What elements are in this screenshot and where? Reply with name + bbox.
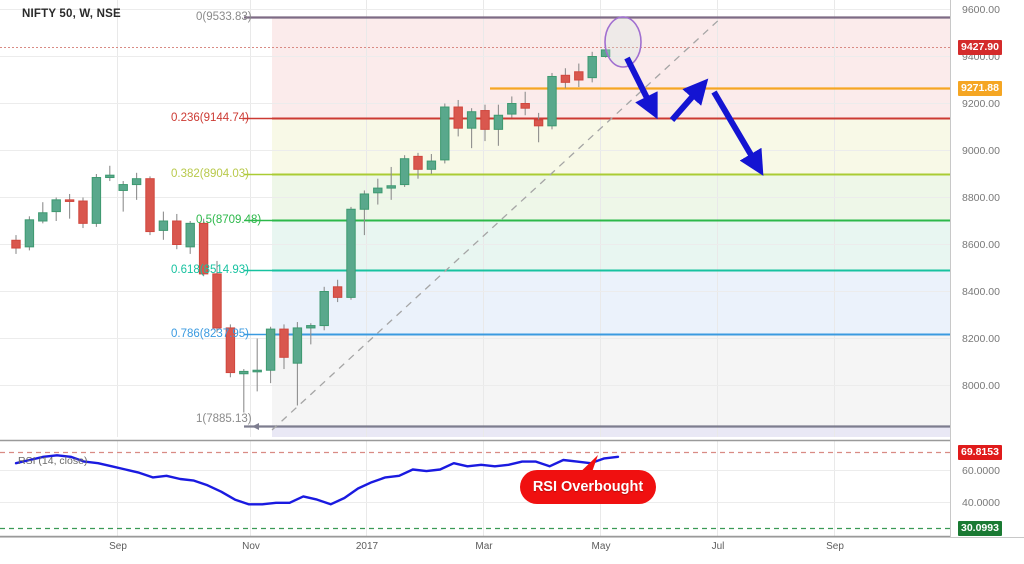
candle-body[interactable] [145,178,155,233]
date-tick-jul: Jul [711,541,725,552]
fib-label-0[interactable]: 0(9533.83) [196,11,252,23]
rsi-value-tag[interactable]: 69.8153 [958,445,1002,460]
fib-zone-below-1 [272,426,950,437]
candle-body[interactable] [560,74,571,83]
uptrend-line [271,16,723,431]
candle-body[interactable] [493,114,504,130]
candle-body[interactable] [78,200,88,224]
candle-body[interactable] [386,185,396,189]
candle-body[interactable] [587,56,597,79]
candle-body[interactable] [373,187,383,194]
symbol-title: NIFTY 50, W, NSE [22,8,121,20]
candle-body[interactable] [533,119,544,127]
rsi-line [14,454,620,506]
candle-body[interactable] [332,286,343,298]
price-tick-8600: 8600.00 [962,239,1000,251]
fib-label-1[interactable]: 1(7885.13) [196,413,252,425]
candle-body[interactable] [265,328,276,371]
candle-body[interactable] [399,158,410,186]
candle-body[interactable] [172,220,182,245]
candle-body[interactable] [292,327,303,364]
date-tick-sep-1: Sep [109,541,127,552]
candle-body[interactable] [547,75,557,127]
candle-body[interactable] [346,208,356,298]
candle-body[interactable] [64,199,75,202]
date-tick-nov: Nov [242,541,260,552]
fib-zone-236-382 [272,118,950,174]
arrow-down-2 [711,90,764,176]
fib-zone-786-1 [272,334,950,426]
candlestick-series[interactable] [11,44,611,413]
price-tick-9200: 9200.00 [962,98,1000,110]
price-tick-8800: 8800.00 [962,192,1000,204]
fib-label-236[interactable]: 0.236(9144.74) [171,112,250,124]
rsi-lower-band-tag[interactable]: 30.0993 [958,521,1002,536]
date-tick-sep-2: Sep [826,541,844,552]
resistance-price-tag[interactable]: 9271.88 [958,81,1002,96]
projection-arrows [624,56,764,176]
rsi-pane-bg [0,440,950,537]
fib-label-786[interactable]: 0.786(8237.95) [171,328,250,340]
candle-body[interactable] [440,106,450,161]
candle-body[interactable] [413,155,423,170]
candle-body[interactable] [574,71,584,81]
date-tick-may: May [591,541,611,552]
candle-body[interactable] [279,328,289,358]
arrow-up-1 [669,78,709,122]
candle-body[interactable] [131,178,142,186]
candle-body[interactable] [480,110,490,130]
rsi-tick-40: 40.0000 [962,497,1000,509]
last-price-tag[interactable]: 9427.90 [958,40,1002,55]
candle-body[interactable] [319,291,329,327]
date-tick-2017: 2017 [355,541,379,552]
candle-body[interactable] [24,219,35,248]
price-tick-8400: 8400.00 [962,286,1000,298]
candle-body[interactable] [105,174,115,179]
candle-body[interactable] [212,273,222,329]
price-tick-8200: 8200.00 [962,333,1000,345]
candle-body[interactable] [520,103,530,109]
fib-label-5[interactable]: 0.5(8709.48) [196,214,262,226]
rsi-overbought-callout[interactable]: RSI Overbought [520,470,656,504]
fib-zone-fills [272,17,950,437]
candle-body[interactable] [185,222,195,248]
fib-zone-0-236 [272,17,950,118]
candle-body[interactable] [426,160,437,170]
fib-zone-618-786 [272,270,950,334]
price-tick-8000: 8000.00 [962,380,1000,392]
candle-body[interactable] [507,103,517,115]
candle-body[interactable] [38,212,48,222]
candle-body[interactable] [359,193,370,210]
candle-body[interactable] [225,327,236,374]
arrow-down-1 [624,56,658,120]
highlight-ellipse [604,16,642,68]
price-tick-9600: 9600.00 [962,4,1000,16]
candle-body[interactable] [91,177,102,224]
candle-body[interactable] [252,369,262,373]
candle-body[interactable] [198,222,209,275]
vertical-gridlines [117,0,835,537]
candle-body[interactable] [466,111,477,129]
rsi-tick-60: 60.0000 [962,465,1000,477]
candle-body[interactable] [51,199,61,213]
candle-body[interactable] [239,370,249,375]
price-tick-9000: 9000.00 [962,145,1000,157]
candle-body[interactable] [306,325,316,329]
fib-label-382[interactable]: 0.382(8904.03) [171,168,250,180]
candle-body[interactable] [118,184,128,191]
candle-body[interactable] [11,239,21,249]
fib-label-618[interactable]: 0.618(8514.93) [171,264,250,276]
date-tick-mar: Mar [475,541,493,552]
rsi-gridlines [0,470,950,503]
horizontal-gridlines [0,9,950,386]
candle-body[interactable] [453,106,463,129]
fib-label-leaders [244,16,272,430]
candle-body[interactable] [158,220,169,231]
rsi-legend[interactable]: RSI (14, close) [18,455,88,467]
